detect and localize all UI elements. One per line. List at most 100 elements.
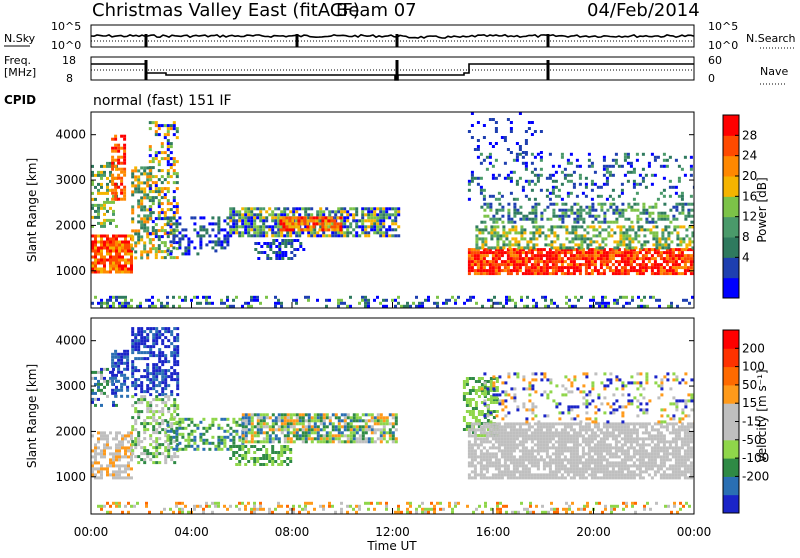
cell-p2 — [103, 219, 106, 222]
cell-v10 — [507, 425, 510, 428]
cell-p7 — [370, 216, 373, 219]
cell-p12 — [576, 221, 579, 224]
cell-p7 — [268, 213, 271, 216]
cell-p14 — [471, 124, 474, 127]
cell-p12 — [573, 221, 576, 224]
cell-p10 — [618, 251, 621, 254]
cell-v2 — [103, 386, 106, 389]
cell-p5 — [158, 202, 161, 205]
cell-p15 — [343, 302, 346, 305]
cell-p10 — [570, 272, 573, 275]
cell-p7 — [367, 210, 370, 213]
cell-p11 — [664, 237, 667, 240]
cell-p11 — [529, 231, 532, 234]
cell-v10 — [483, 455, 486, 458]
cell-p10 — [645, 248, 648, 251]
cell-p15 — [130, 299, 133, 302]
cell-v1 — [118, 473, 121, 476]
cell-p15 — [307, 299, 310, 302]
cell-p15 — [493, 296, 496, 299]
cell-v5 — [155, 449, 158, 452]
cell-v6 — [166, 421, 169, 424]
cell-v10 — [513, 446, 516, 449]
cell-p4 — [146, 178, 149, 181]
cell-p11 — [622, 237, 625, 240]
cell-v1 — [121, 476, 124, 479]
cell-v4 — [164, 354, 167, 357]
cell-v1 — [100, 452, 103, 455]
cell-v10 — [495, 428, 498, 431]
cell-v5 — [137, 434, 140, 437]
cell-p11 — [577, 246, 580, 249]
cell-v10 — [513, 458, 516, 461]
cell-p12 — [666, 215, 669, 218]
cell-v7 — [296, 416, 299, 419]
cell-p9 — [266, 245, 269, 248]
cell-v2 — [100, 389, 103, 392]
cell-p7 — [250, 216, 253, 219]
cell-v10 — [528, 437, 531, 440]
cell-p5 — [158, 163, 161, 166]
cell-p11 — [520, 237, 523, 240]
cell-p15 — [382, 305, 385, 308]
cell-v10 — [534, 476, 537, 479]
cell-p10 — [594, 269, 597, 272]
cell-p9 — [272, 239, 275, 242]
cell-p7 — [334, 213, 337, 216]
cell-p10 — [534, 263, 537, 266]
cell-p15 — [409, 305, 412, 308]
cell-p10 — [651, 257, 654, 260]
cell-p10 — [540, 260, 543, 263]
cell-v6 — [223, 430, 226, 433]
cell-v5 — [137, 401, 140, 404]
cell-v10 — [510, 458, 513, 461]
cell-v3 — [126, 368, 129, 371]
cell-p5 — [167, 133, 170, 136]
cell-p10 — [678, 254, 681, 257]
cell-p8 — [297, 216, 300, 219]
cell-p14 — [510, 121, 513, 124]
cell-p13 — [531, 171, 534, 174]
cell-p13 — [606, 180, 609, 183]
cell-p5 — [176, 208, 179, 211]
cell-v9 — [466, 383, 469, 386]
cell-p12 — [525, 215, 528, 218]
cell-p7 — [337, 210, 340, 213]
cell-p10 — [534, 266, 537, 269]
cell-p7 — [373, 222, 376, 225]
cell-p15 — [223, 302, 226, 305]
cell-p4 — [131, 181, 134, 184]
cell-p10 — [477, 272, 480, 275]
cell-p15 — [487, 299, 490, 302]
cell-v5 — [173, 455, 176, 458]
cell-p15 — [226, 305, 229, 308]
cell-p15 — [118, 305, 121, 308]
cell-p11 — [562, 246, 565, 249]
cell-v9 — [481, 410, 484, 413]
cell-p6 — [199, 225, 202, 228]
cell-v4 — [131, 363, 134, 366]
cell-v4 — [155, 390, 158, 393]
cell-p10 — [573, 266, 576, 269]
cell-v10 — [513, 440, 516, 443]
cell-p13 — [552, 192, 555, 195]
cell-v7 — [281, 416, 284, 419]
cell-p5 — [173, 121, 176, 124]
cell-v7 — [281, 428, 284, 431]
cell-p12 — [609, 206, 612, 209]
cell-v6 — [238, 436, 241, 439]
cell-p5 — [176, 211, 179, 214]
cell-p6 — [211, 246, 214, 249]
cell-v1 — [115, 470, 118, 473]
cell-p10 — [498, 266, 501, 269]
cell-p14 — [516, 142, 519, 145]
cell-p5 — [164, 136, 167, 139]
cell-p7 — [271, 234, 274, 237]
cell-p4 — [131, 169, 134, 172]
cell-p12 — [495, 221, 498, 224]
cell-p15 — [613, 299, 616, 302]
cell-v4 — [164, 384, 167, 387]
cell-p7 — [301, 207, 304, 210]
cell-p7 — [289, 234, 292, 237]
cell-p5 — [170, 157, 173, 160]
